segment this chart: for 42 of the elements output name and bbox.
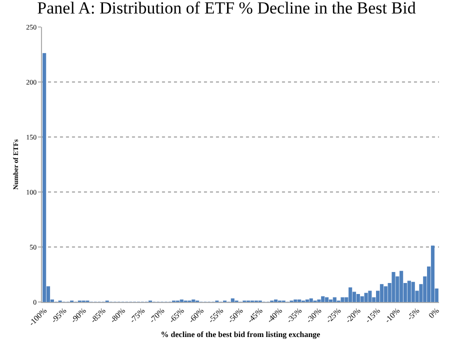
x-tick-label: -15% bbox=[363, 306, 382, 325]
x-tick-label: -40% bbox=[265, 306, 284, 325]
x-tick-label: -75% bbox=[128, 306, 147, 325]
x-tick-label: -35% bbox=[284, 306, 304, 325]
x-tick-label: -80% bbox=[108, 306, 128, 325]
bar bbox=[364, 292, 368, 302]
bar bbox=[368, 290, 372, 302]
bar bbox=[42, 53, 46, 302]
bar bbox=[230, 298, 234, 302]
bar bbox=[340, 297, 344, 302]
bar bbox=[321, 296, 325, 302]
bar bbox=[325, 297, 329, 302]
bar bbox=[309, 298, 313, 302]
bar bbox=[332, 297, 336, 302]
chart-title: Panel A: Distribution of ETF % Decline in the Best Bid bbox=[37, 0, 416, 18]
x-tick-label: -30% bbox=[304, 306, 324, 325]
bar bbox=[384, 286, 388, 302]
x-axis-title: % decline of the best bid from listing exchange bbox=[160, 330, 321, 339]
bar bbox=[380, 284, 384, 302]
bar bbox=[352, 292, 356, 302]
bar bbox=[430, 246, 434, 302]
x-tick-label: -60% bbox=[186, 306, 206, 325]
x-tick-label: -90% bbox=[69, 306, 88, 325]
x-tick-label: -70% bbox=[148, 306, 167, 325]
x-tick-label: -5% bbox=[405, 306, 422, 322]
bar bbox=[411, 282, 415, 302]
bar bbox=[348, 287, 352, 302]
x-tick-label: -25% bbox=[324, 306, 344, 325]
x-tick-label: -55% bbox=[206, 306, 226, 325]
x-tick-label: 0% bbox=[426, 306, 442, 320]
bar bbox=[356, 294, 360, 302]
x-tick-label: -10% bbox=[383, 306, 402, 325]
x-tick-label: -20% bbox=[344, 306, 363, 325]
bar bbox=[360, 296, 364, 302]
bar bbox=[392, 272, 396, 302]
x-tick-label: -85% bbox=[88, 306, 108, 325]
x-tick-label: -65% bbox=[167, 306, 186, 325]
x-tick-label: -45% bbox=[246, 306, 265, 325]
bar bbox=[400, 270, 404, 302]
x-tick-label: -95% bbox=[50, 306, 68, 325]
bar bbox=[407, 280, 411, 302]
x-tick-label: -50% bbox=[226, 306, 245, 325]
